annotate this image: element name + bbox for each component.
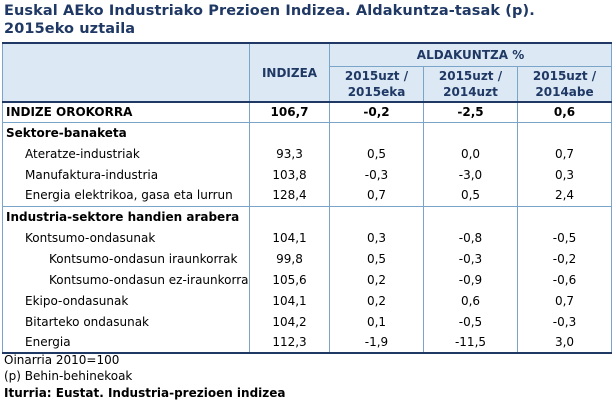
row-c2: -0,8: [423, 227, 518, 248]
header-col-2: 2015uzt / 2014uzt: [423, 66, 518, 102]
table-row: Ekipo-ondasunak 104,1 0,2 0,6 0,7: [2, 290, 613, 311]
row-indizea: 104,1: [249, 290, 330, 311]
section-heading-row: Industria-sektore handien arabera: [2, 206, 613, 227]
title-line-2: 2015eko uztaila: [4, 21, 136, 37]
row-indizea: 112,3: [249, 332, 330, 354]
table-title: Euskal AEko Industriako Prezioen Indizea…: [4, 2, 610, 38]
row-c1: 0,5: [329, 143, 424, 164]
row-indizea: 128,4: [249, 185, 330, 207]
row-indizea: 105,6: [249, 269, 330, 290]
row-c1: 0,3: [329, 227, 424, 248]
row-indizea: 106,7: [249, 101, 330, 123]
table-row: Kontsumo-ondasunak 104,1 0,3 -0,8 -0,5: [2, 227, 613, 248]
price-index-table: INDIZEA ALDAKUNTZA % 2015uzt / 2015eka 2…: [2, 42, 613, 354]
row-indizea: 104,1: [249, 227, 330, 248]
row-label: Ekipo-ondasunak: [2, 290, 250, 311]
row-c3: -0,3: [516, 311, 613, 332]
row-indizea: 103,8: [249, 164, 330, 185]
row-c3: 2,4: [516, 185, 613, 207]
row-c1: 0,1: [329, 311, 424, 332]
row-label: Energia elektrikoa, gasa eta lurrun: [2, 185, 250, 207]
row-label: Energia: [2, 332, 250, 354]
row-c3: 3,0: [516, 332, 613, 354]
row-c3: 0,7: [516, 290, 613, 311]
row-indizea: 99,8: [249, 248, 330, 269]
row-c2: -11,5: [423, 332, 518, 354]
row-c2: 0,6: [423, 290, 518, 311]
row-label: Bitarteko ondasunak: [2, 311, 250, 332]
header-col-2-line-2: 2014uzt: [443, 84, 498, 99]
row-c3: 0,3: [516, 164, 613, 185]
header-col-3-line-1: 2015uzt /: [532, 68, 597, 83]
header-col-2-line-1: 2015uzt /: [438, 68, 503, 83]
row-c2: -3,0: [423, 164, 518, 185]
row-c1: 0,5: [329, 248, 424, 269]
row-c2: -0,9: [423, 269, 518, 290]
row-c1: -0,3: [329, 164, 424, 185]
row-c1: 0,7: [329, 185, 424, 207]
row-c3: 0,7: [516, 143, 613, 164]
row-c1: 0,2: [329, 269, 424, 290]
header-col-1-line-2: 2015eka: [347, 84, 406, 99]
row-label: Manufaktura-industria: [2, 164, 250, 185]
table-row: Manufaktura-industria 103,8 -0,3 -3,0 0,…: [2, 164, 613, 185]
row-label: Kontsumo-ondasunak: [2, 227, 250, 248]
row-c3: 0,6: [516, 101, 613, 123]
row-c2: 0,5: [423, 185, 518, 207]
row-c3: -0,5: [516, 227, 613, 248]
footer-iturria: Iturria: Eustat. Industria-prezioen indi…: [4, 386, 286, 400]
row-c3: -0,2: [516, 248, 613, 269]
row-indizea: 93,3: [249, 143, 330, 164]
row-c3: -0,6: [516, 269, 613, 290]
row-c2: -0,3: [423, 248, 518, 269]
table-row: Energia elektrikoa, gasa eta lurrun 128,…: [2, 185, 613, 207]
row-label: Kontsumo-ondasun iraunkorrak: [2, 248, 250, 269]
row-label: Kontsumo-ondasun ez-iraunkorrak: [2, 269, 250, 290]
row-c1: -1,9: [329, 332, 424, 354]
row-label: INDIZE OROKORRA: [2, 101, 250, 123]
row-c1: 0,2: [329, 290, 424, 311]
row-c2: -0,5: [423, 311, 518, 332]
row-c2: 0,0: [423, 143, 518, 164]
table-row: Kontsumo-ondasun ez-iraunkorrak 105,6 0,…: [2, 269, 613, 290]
header-col-1: 2015uzt / 2015eka: [329, 66, 424, 102]
header-indizea: INDIZEA: [249, 42, 330, 102]
header-col-1-line-1: 2015uzt /: [344, 68, 409, 83]
table-row: INDIZE OROKORRA 106,7 -0,2 -2,5 0,6: [2, 101, 613, 123]
footer-behin-behinekoak: (p) Behin-behinekoak: [4, 369, 133, 383]
header-col-3: 2015uzt / 2014abe: [516, 66, 613, 102]
section-heading-industria: Industria-sektore handien arabera: [2, 206, 250, 227]
row-c2: -2,5: [423, 101, 518, 123]
row-label: Ateratze-industriak: [2, 143, 250, 164]
table-row: Bitarteko ondasunak 104,2 0,1 -0,5 -0,3: [2, 311, 613, 332]
table-row: Energia 112,3 -1,9 -11,5 3,0: [2, 332, 613, 354]
title-line-1: Euskal AEko Industriako Prezioen Indizea…: [4, 3, 535, 19]
section-heading-row: Sektore-banaketa: [2, 122, 613, 143]
section-heading-sektore: Sektore-banaketa: [2, 122, 250, 143]
row-indizea: 104,2: [249, 311, 330, 332]
table-row: Kontsumo-ondasun iraunkorrak 99,8 0,5 -0…: [2, 248, 613, 269]
footer-oinarria: Oinarria 2010=100: [4, 353, 120, 367]
header-label-cell: [2, 42, 250, 102]
header-col-3-line-2: 2014abe: [535, 84, 594, 99]
header-aldakuntza: ALDAKUNTZA %: [328, 42, 613, 67]
row-c1: -0,2: [329, 101, 424, 123]
table-row: Ateratze-industriak 93,3 0,5 0,0 0,7: [2, 143, 613, 164]
